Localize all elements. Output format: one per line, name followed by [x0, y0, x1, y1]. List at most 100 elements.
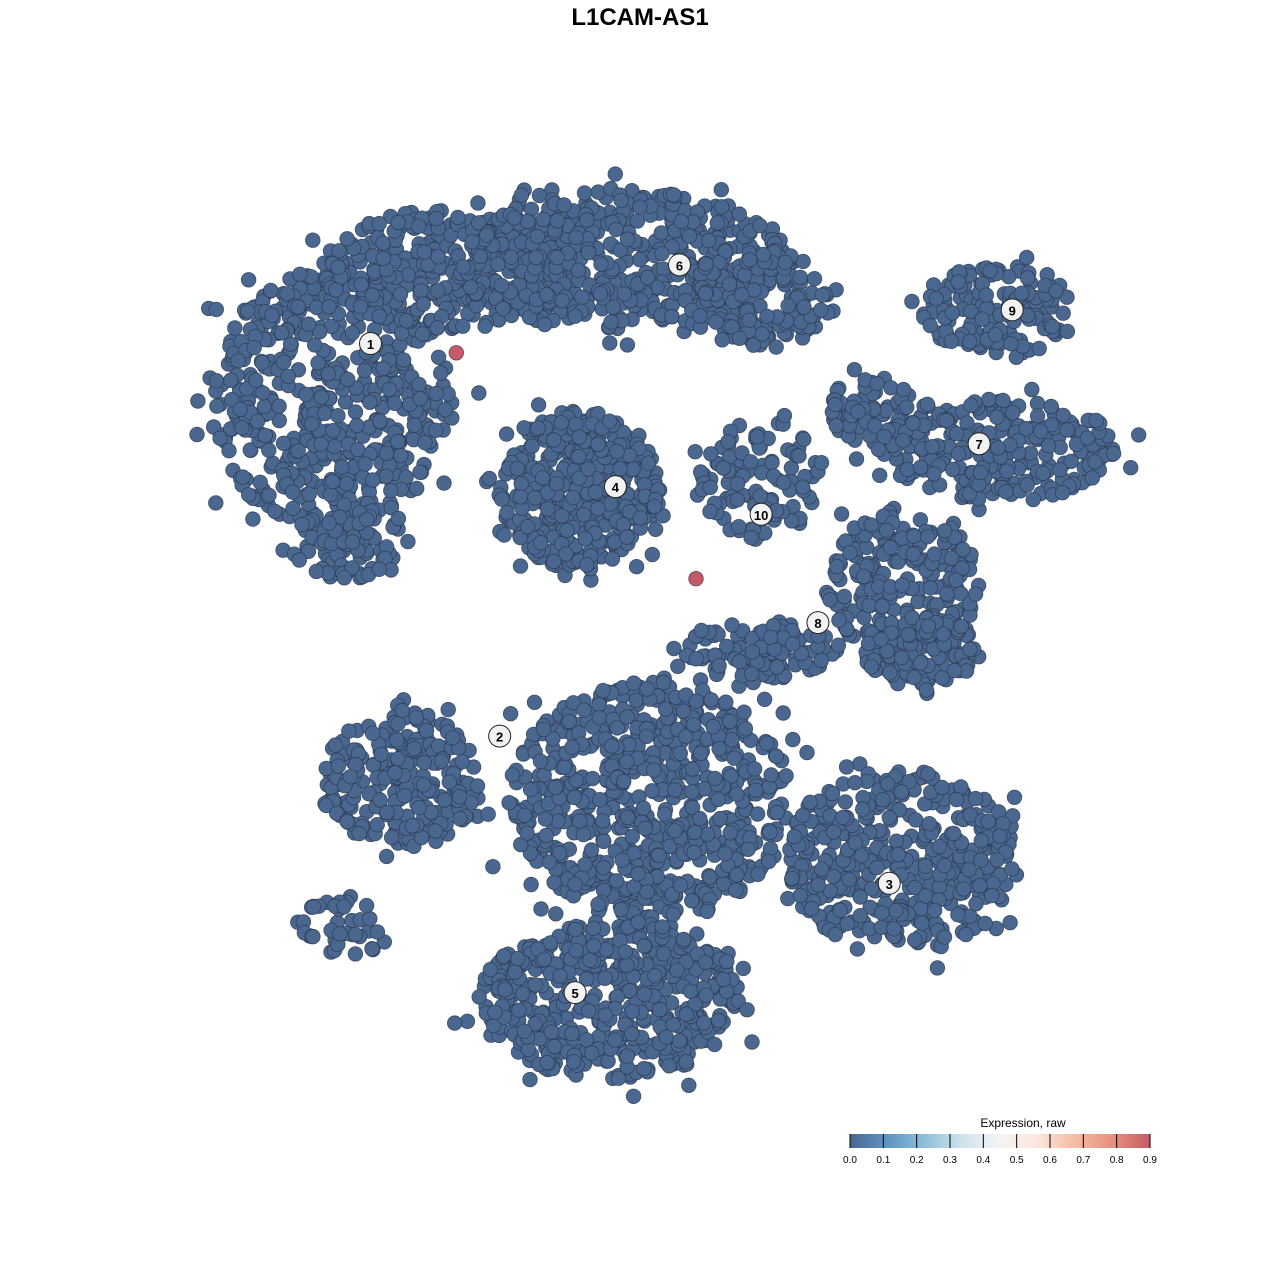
cell-point — [992, 828, 1008, 844]
cell-point — [331, 243, 347, 259]
cluster-label-text: 1 — [367, 337, 374, 352]
cell-point — [728, 882, 744, 899]
cell-point — [539, 1054, 555, 1071]
cell-point — [527, 977, 543, 993]
cell-point — [744, 1034, 760, 1050]
cell-point — [362, 911, 378, 927]
cell-point — [347, 946, 364, 962]
cell-point — [814, 287, 831, 303]
cell-point — [373, 746, 390, 763]
cell-point — [397, 788, 413, 804]
cell-point — [848, 451, 865, 467]
cell-point — [519, 825, 535, 841]
cell-point — [577, 857, 593, 873]
cell-point — [227, 320, 243, 336]
cell-point — [795, 479, 811, 495]
cell-point — [383, 829, 400, 846]
cell-point — [567, 921, 583, 938]
cell-point — [493, 277, 510, 294]
cell-point — [339, 814, 355, 830]
cell-point — [614, 852, 630, 868]
cell-point — [536, 951, 552, 968]
cell-point — [602, 335, 618, 351]
cell-point — [398, 313, 415, 329]
cell-point — [334, 459, 350, 475]
cell-point — [534, 470, 551, 486]
cell-point — [786, 828, 803, 845]
cell-point — [948, 791, 965, 808]
cell-point — [899, 461, 916, 478]
cell-point — [595, 860, 612, 876]
cell-point — [1059, 422, 1075, 438]
cell-point — [576, 507, 592, 523]
cell-point — [561, 713, 578, 730]
cell-point — [698, 987, 714, 1004]
cell-point — [332, 926, 348, 942]
cell-point — [1019, 270, 1036, 286]
cell-point — [411, 800, 427, 816]
cell-point — [958, 926, 974, 943]
cell-point — [454, 754, 470, 770]
cell-point — [1035, 465, 1051, 482]
cell-point — [575, 826, 592, 843]
cell-point — [371, 561, 387, 578]
cell-point — [612, 461, 628, 477]
cell-point — [430, 738, 447, 754]
cell-point — [294, 516, 310, 533]
cell-point — [847, 775, 863, 791]
cell-point — [429, 320, 446, 336]
cell-point — [328, 282, 344, 298]
cell-point — [739, 1002, 755, 1018]
cell-point — [1079, 430, 1096, 446]
cell-point — [481, 470, 498, 487]
cell-point — [546, 553, 562, 570]
cell-point — [961, 862, 977, 878]
cell-point — [298, 386, 314, 403]
cell-point — [579, 212, 595, 228]
cell-point — [581, 1003, 597, 1019]
cell-point — [883, 380, 899, 396]
cell-point — [836, 588, 853, 605]
cell-point — [383, 482, 399, 499]
cell-point — [208, 373, 225, 389]
cell-point — [301, 316, 317, 332]
cell-point — [882, 665, 898, 681]
cell-point — [390, 751, 406, 767]
cell-point — [849, 941, 866, 957]
cell-point — [378, 468, 394, 484]
cell-point — [639, 681, 655, 697]
cell-point — [340, 371, 356, 388]
cell-point — [571, 429, 588, 445]
cell-point — [752, 217, 768, 234]
chart-title: L1CAM-AS1 — [571, 4, 709, 31]
cell-point — [313, 389, 330, 405]
cell-point — [275, 435, 292, 452]
cell-point — [543, 1024, 560, 1040]
cell-point — [636, 1060, 652, 1077]
cell-point — [546, 874, 562, 891]
cell-point — [721, 276, 738, 292]
cell-point — [246, 340, 262, 356]
cell-point — [949, 426, 965, 442]
cell-point — [632, 510, 648, 526]
cell-point — [706, 1036, 723, 1053]
cell-point — [750, 866, 766, 883]
cell-point — [1003, 336, 1019, 352]
cell-point — [437, 402, 453, 418]
cell-point — [678, 1053, 694, 1070]
cell-point — [353, 276, 369, 293]
cell-point — [734, 287, 750, 303]
cell-point — [944, 305, 961, 321]
cell-point — [799, 744, 815, 761]
cell-point — [418, 722, 435, 739]
cell-point — [1040, 438, 1057, 454]
cell-point — [740, 841, 756, 858]
cell-point — [502, 706, 519, 722]
cell-point — [657, 806, 673, 822]
cell-point — [455, 259, 471, 275]
cell-point — [528, 249, 544, 266]
cell-point — [973, 833, 990, 849]
cell-point — [326, 438, 343, 455]
cell-point — [590, 501, 606, 517]
